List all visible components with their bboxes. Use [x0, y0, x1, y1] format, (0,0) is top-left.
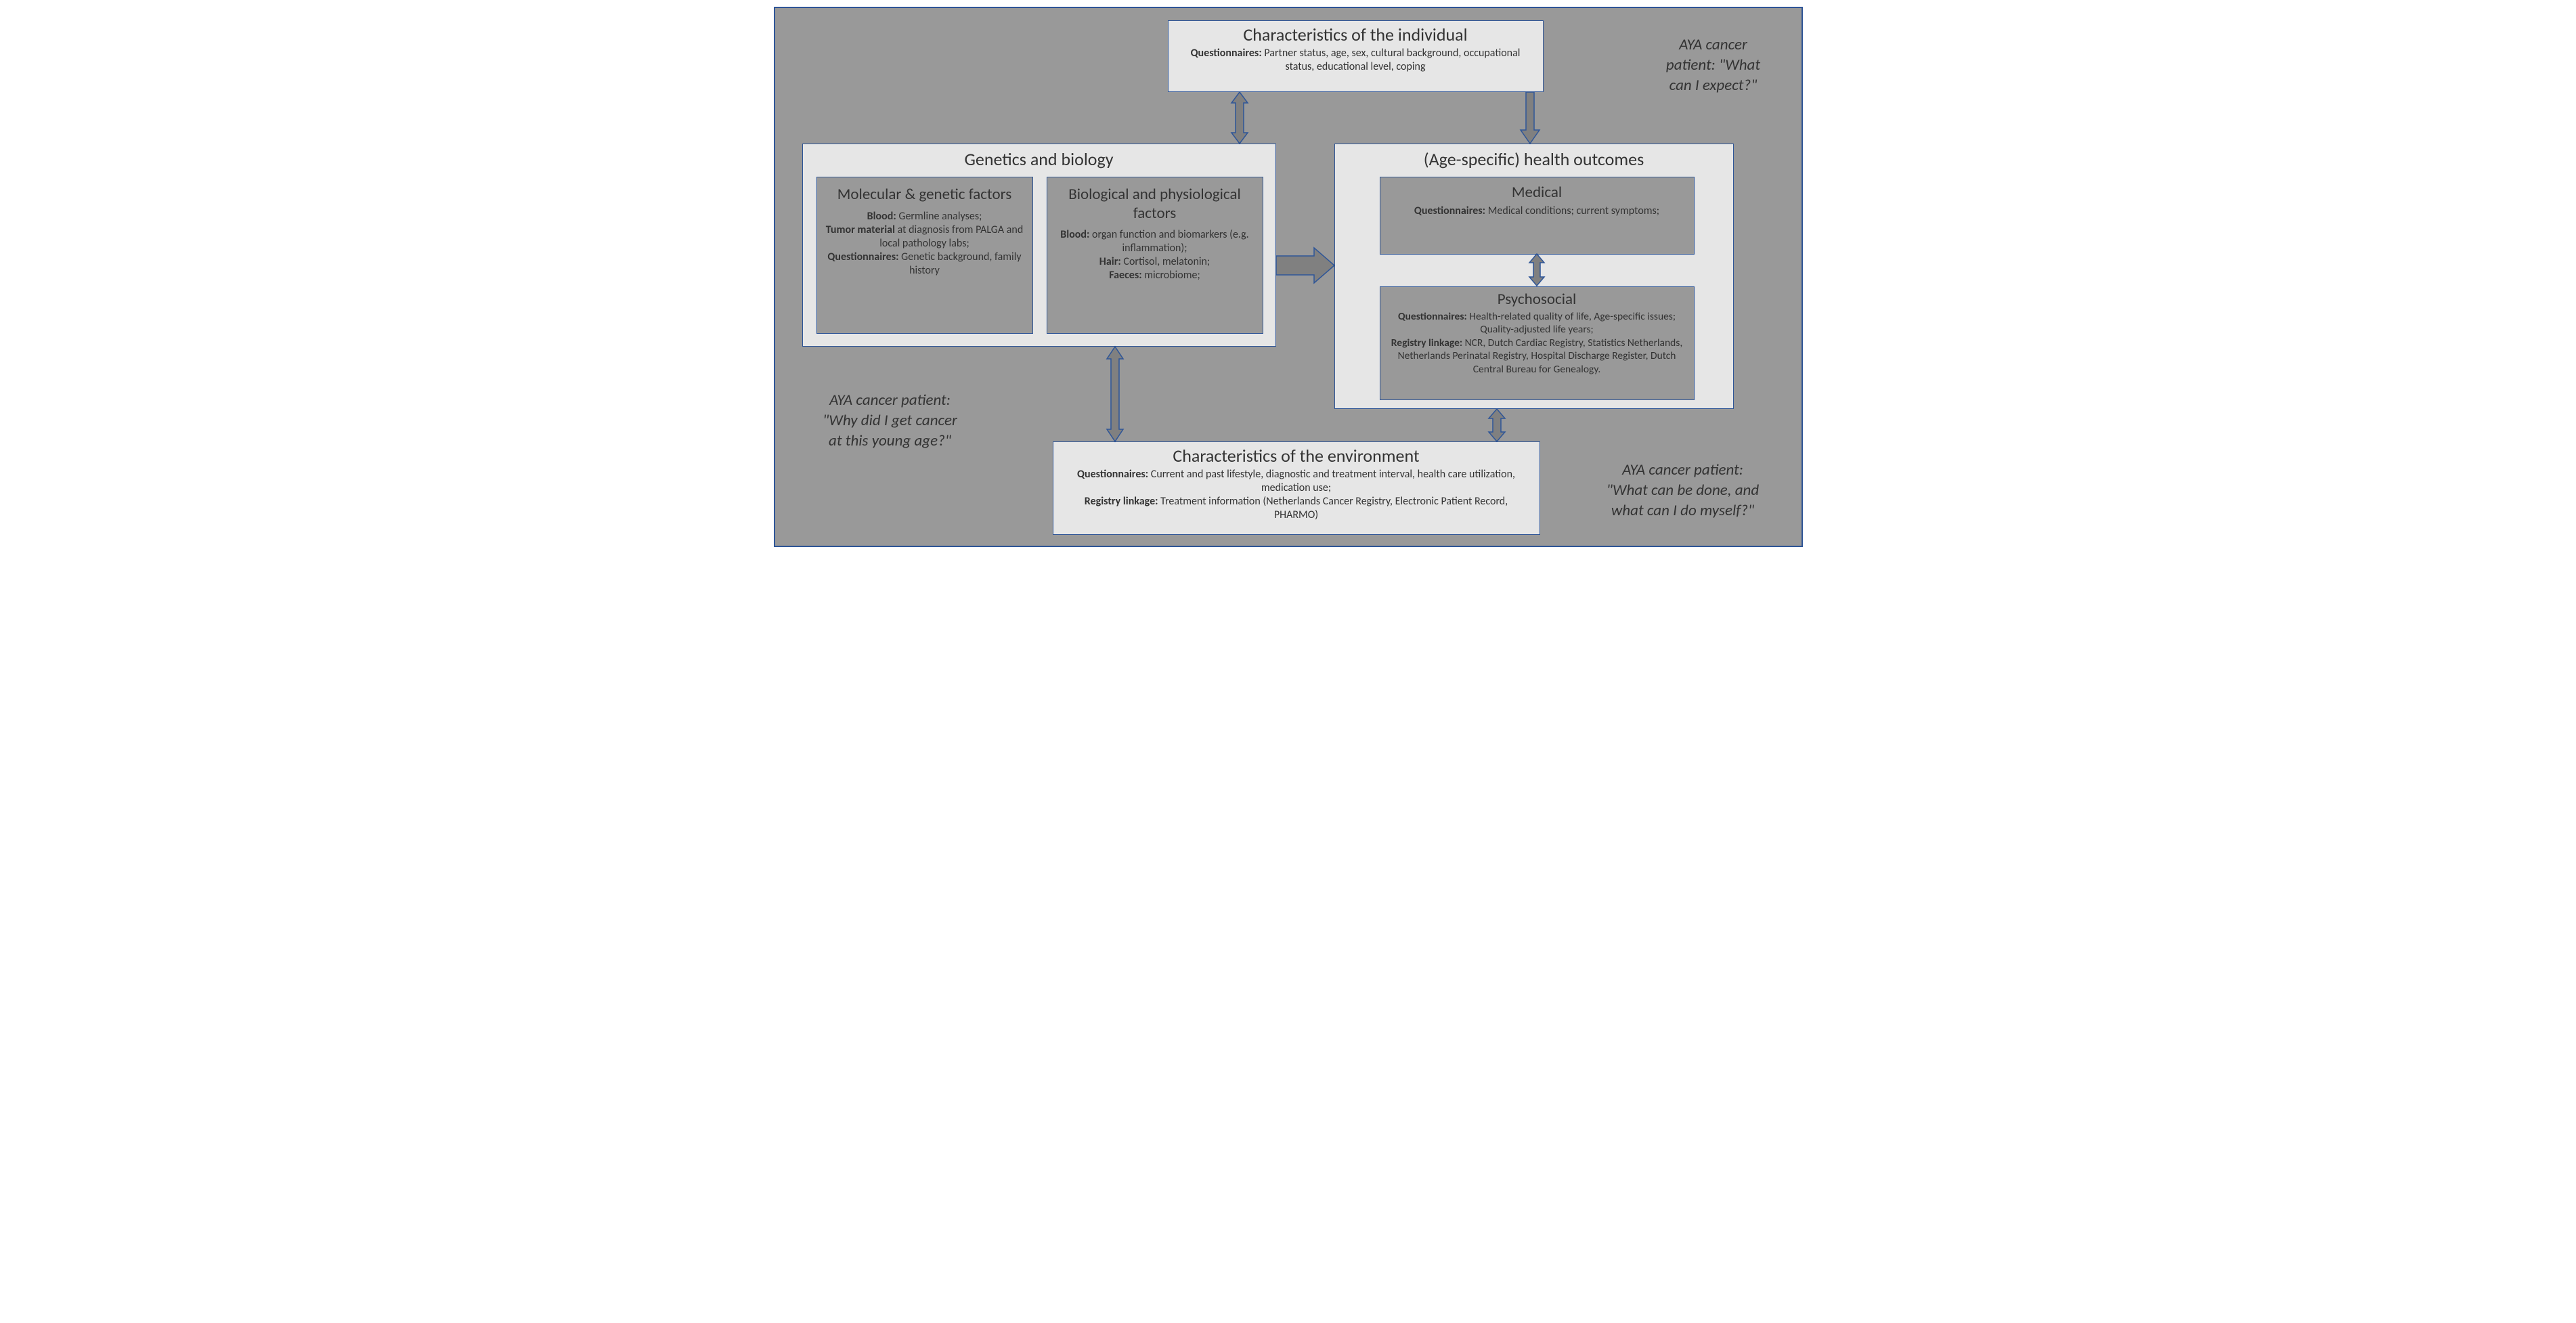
- box-medical-body: Questionnaires: Medical conditions; curr…: [1380, 204, 1694, 218]
- box-outcomes-title: (Age-specific) health outcomes: [1335, 148, 1733, 170]
- box-individual-body: Questionnaires: Partner status, age, sex…: [1169, 47, 1543, 74]
- box-molecular: Molecular & genetic factors Blood: Germl…: [816, 177, 1033, 334]
- box-psychosocial-title: Psychosocial: [1380, 290, 1694, 309]
- box-individual-title: Characteristics of the individual: [1169, 24, 1543, 45]
- box-molecular-body: Blood: Germline analyses; Tumor material…: [817, 210, 1032, 278]
- box-environment-body: Questionnaires: Current and past lifesty…: [1053, 468, 1540, 522]
- box-medical-title: Medical: [1380, 183, 1694, 202]
- arrow-genetics-outcomes: [1276, 245, 1334, 286]
- box-molecular-title: Molecular & genetic factors: [817, 186, 1032, 204]
- quote-done: AYA cancer patient: "What can be done, a…: [1585, 460, 1781, 521]
- box-genetics: Genetics and biology Molecular & genetic…: [802, 144, 1276, 347]
- quote-expect: AYA cancer patient: "What can I expect?": [1646, 35, 1781, 96]
- box-biological: Biological and physiological factors Blo…: [1047, 177, 1263, 334]
- box-individual: Characteristics of the individual Questi…: [1168, 20, 1544, 92]
- arrow-genetics-environment: [1101, 347, 1129, 441]
- box-genetics-title: Genetics and biology: [803, 148, 1275, 170]
- arrow-medical-psychosocial: [1525, 254, 1548, 286]
- box-biological-title: Biological and physiological factors: [1047, 186, 1263, 223]
- quote-why: AYA cancer patient: "Why did I get cance…: [802, 391, 978, 452]
- box-medical: Medical Questionnaires: Medical conditio…: [1380, 177, 1695, 255]
- box-psychosocial-body: Questionnaires: Health-related quality o…: [1380, 310, 1694, 376]
- box-biological-body: Blood: organ function and biomarkers (e.…: [1047, 228, 1263, 282]
- box-environment-title: Characteristics of the environment: [1053, 445, 1540, 467]
- diagram-canvas: Characteristics of the individual Questi…: [774, 7, 1803, 547]
- arrow-individual-genetics: [1226, 92, 1253, 144]
- box-psychosocial: Psychosocial Questionnaires: Health-rela…: [1380, 286, 1695, 400]
- arrow-environment-outcomes: [1483, 409, 1510, 441]
- arrow-individual-outcomes: [1516, 92, 1544, 144]
- box-environment: Characteristics of the environment Quest…: [1053, 441, 1540, 535]
